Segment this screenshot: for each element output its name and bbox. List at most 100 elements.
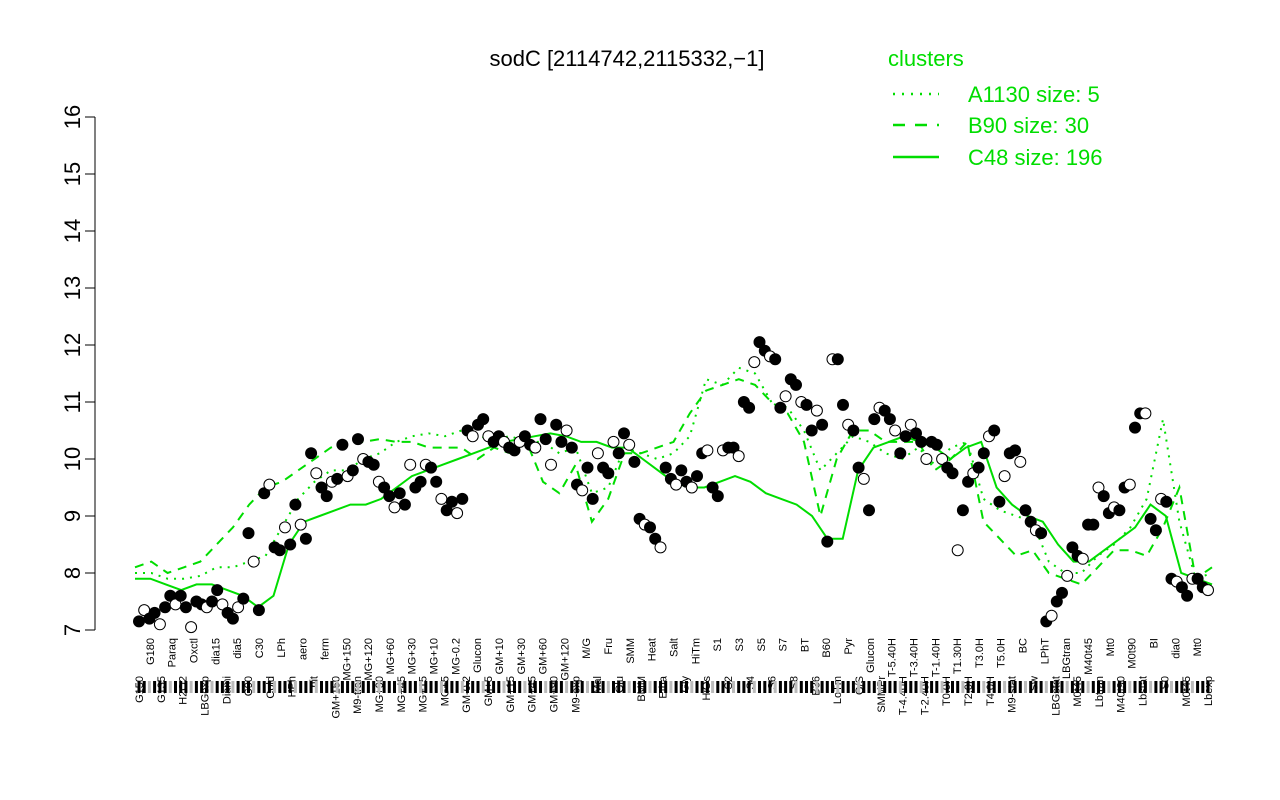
data-point [581,461,594,474]
y-tick-label: 9 [60,510,85,522]
data-point [211,584,224,597]
data-point [847,424,860,437]
rug-tick [215,681,219,693]
rug-tick [690,681,694,693]
x-tick-label: MG-0.2 [450,638,462,675]
x-tick-label: M0t90 [1127,638,1139,669]
legend-label-a1130: A1130 size: 5 [968,82,1100,107]
data-point [727,441,740,454]
x-tick-label: C30 [254,638,266,658]
rug-tick [883,681,887,693]
rug-tick [403,681,407,693]
data-point [242,527,255,540]
rug-tick [559,681,563,693]
rug-tick [778,681,782,693]
rug-tick [695,681,699,693]
rug-tick [1034,681,1038,693]
rug-tick [580,681,584,693]
legend-label-c48: C48 size: 196 [968,145,1103,170]
data-point [936,453,949,465]
rug-tick [158,681,162,693]
y-tick-label: 14 [60,219,85,243]
rug-tick [1050,681,1054,693]
data-point [1035,527,1048,540]
rug-tick [455,681,459,693]
data-point [743,401,756,414]
data-point [654,541,667,554]
legend-label-b90: B90 size: 30 [968,113,1089,138]
data-point [711,490,724,503]
data-point [545,458,557,471]
rug-tick [1097,681,1100,693]
rug-tick [836,681,840,693]
rug-tick [450,681,454,693]
data-points [133,336,1214,634]
rug-tick [586,681,589,693]
data-point [748,356,761,369]
data-point [1113,504,1126,517]
data-point [805,424,818,437]
x-tick-label: Pyr [843,638,855,655]
x-tick-label: T-3.40H [909,638,921,677]
data-point [602,467,615,480]
data-point [1092,481,1105,494]
rug-tick [513,681,516,693]
rug-tick [987,681,991,693]
rug-tick [601,681,605,693]
rug-tick [220,681,224,693]
rug-tick [387,681,391,693]
x-tick-label: Heat [647,638,659,661]
rug-tick [648,681,652,693]
rug-tick [904,681,908,693]
rug-tick [460,681,464,693]
data-point [1175,581,1188,594]
x-tick-label: Mt0 [1192,638,1204,656]
data-point [951,544,964,557]
x-tick-label: Glucon [865,638,877,673]
rug-tick [752,681,756,693]
rug-tick [262,681,266,693]
rug-tick [1076,681,1080,693]
data-point [477,413,490,426]
rug-tick [773,681,777,693]
x-tick-label: GM+10 [494,638,506,674]
rug-tick [992,681,996,693]
rug-tick [1123,681,1127,693]
rug-tick [554,681,558,693]
rug-tick [283,681,287,693]
data-point [310,467,323,480]
rug-tick [758,681,761,693]
data-point [659,461,672,474]
rug-tick [1180,681,1184,693]
data-point [1181,589,1194,602]
rug-tick [502,681,506,693]
data-point [153,618,166,631]
rug-tick [674,681,678,693]
data-point [576,484,589,497]
rug-tick [325,681,329,693]
rug-tick [1159,681,1163,693]
rug-tick [1060,681,1064,693]
data-point [529,441,542,454]
data-point [910,427,922,440]
rug-tick [293,681,297,693]
data-point [790,378,802,391]
rug-tick [872,681,876,693]
rug-tick [820,681,824,693]
rug-tick [815,681,819,693]
legend: clusters A1130 size: 5 B90 size: 30 C48 … [888,46,1103,170]
rug-tick [1044,681,1048,693]
data-point [1061,569,1074,582]
data-point [685,481,698,494]
data-point [247,555,260,568]
rug-tick [1170,681,1173,693]
data-point [148,606,161,619]
rug-tick [153,681,157,693]
rug-tick [497,681,501,693]
y-tick-label: 11 [60,391,85,414]
x-tick-label: Mt0 [1105,638,1117,656]
x-tick-label: nit [309,676,321,688]
x-tick-label: Paraq [167,638,179,667]
data-point [232,601,245,614]
data-point [857,472,870,485]
